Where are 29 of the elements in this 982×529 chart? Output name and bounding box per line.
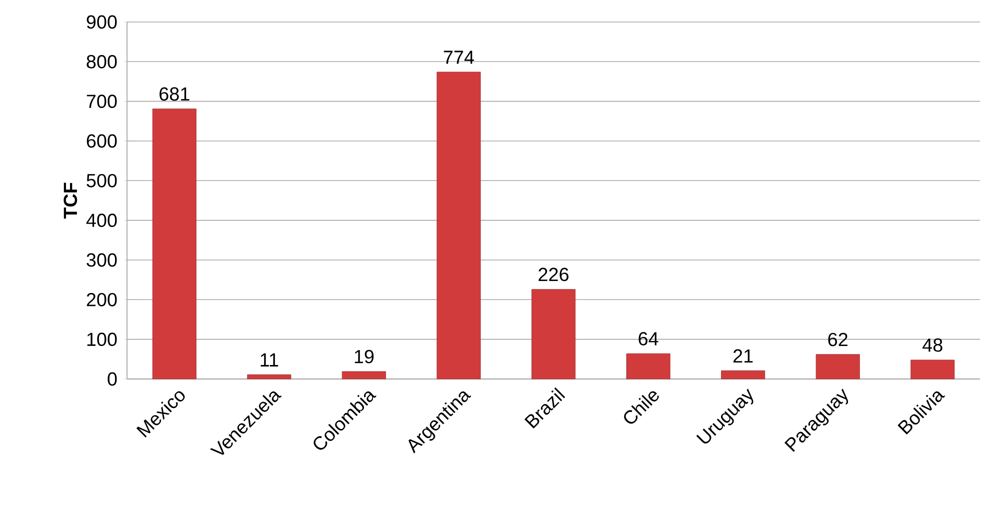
y-tick-label: 500 <box>86 174 117 188</box>
bar <box>436 72 481 380</box>
data-label: 226 <box>538 268 568 282</box>
y-tick-label: 800 <box>86 54 117 68</box>
bar <box>247 374 292 380</box>
y-tick-label: 700 <box>86 94 117 108</box>
data-label: 64 <box>638 332 658 346</box>
y-tick-label: 400 <box>86 214 117 228</box>
y-axis-title: TCF <box>64 182 78 219</box>
y-tick-label: 300 <box>86 253 117 267</box>
y-tick-label: 200 <box>86 292 117 306</box>
bar <box>721 370 766 380</box>
data-label: 11 <box>260 353 278 366</box>
data-label: 681 <box>160 87 190 101</box>
data-label: 19 <box>354 350 374 364</box>
y-tick-label: 100 <box>87 332 117 346</box>
data-label: 48 <box>922 338 942 352</box>
y-tick-label: 600 <box>86 134 117 148</box>
bar <box>532 289 576 380</box>
data-label: 774 <box>444 50 474 64</box>
y-tick-label: 0 <box>108 372 117 386</box>
bar <box>152 108 196 380</box>
data-label: 21 <box>733 349 753 362</box>
bar <box>626 353 670 380</box>
data-label: 62 <box>828 332 848 346</box>
bar <box>910 360 955 380</box>
y-tick-label: 900 <box>86 15 117 29</box>
bar <box>342 371 386 380</box>
bar <box>816 354 860 380</box>
